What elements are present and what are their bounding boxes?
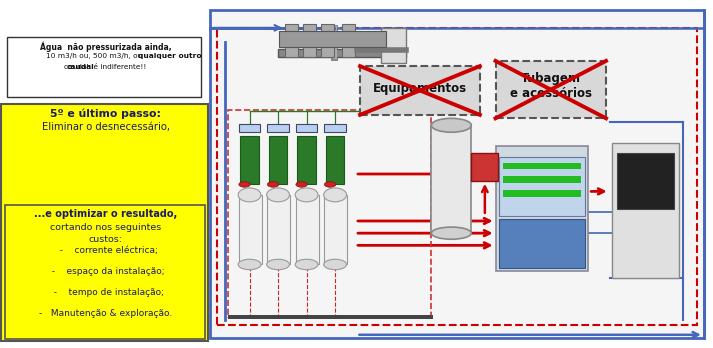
Bar: [499, 157, 585, 216]
Circle shape: [296, 182, 307, 187]
Text: Equipamentos: Equipamentos: [373, 82, 467, 95]
Bar: [279, 31, 386, 47]
Bar: [7, 37, 201, 97]
Bar: [296, 195, 319, 264]
Text: ...e optimizar o resultado,: ...e optimizar o resultado,: [34, 209, 177, 219]
Bar: [217, 28, 697, 325]
Text: -    tempo de instalação;: - tempo de instalação;: [48, 288, 163, 297]
Bar: [499, 219, 585, 268]
Text: Eliminar o desnecessário,: Eliminar o desnecessário,: [41, 122, 170, 133]
Bar: [1, 104, 208, 341]
Circle shape: [267, 182, 279, 187]
Bar: [228, 110, 431, 318]
Text: -    corrente eléctrica;: - corrente eléctrica;: [53, 246, 158, 255]
Bar: [612, 143, 679, 278]
Ellipse shape: [238, 259, 261, 270]
FancyBboxPatch shape: [321, 24, 334, 57]
Bar: [360, 66, 480, 115]
Text: cortando nos seguintes: cortando nos seguintes: [50, 223, 161, 232]
Text: qualquer outro: qualquer outro: [138, 53, 201, 59]
Ellipse shape: [238, 188, 261, 202]
Bar: [267, 195, 290, 264]
Ellipse shape: [295, 259, 318, 270]
Bar: [496, 146, 588, 271]
Bar: [239, 124, 260, 132]
Text: Tubagem
e acessórios: Tubagem e acessórios: [510, 72, 592, 100]
Ellipse shape: [324, 188, 347, 202]
Text: -    espaço da instalação;: - espaço da instalação;: [46, 267, 165, 276]
Bar: [324, 124, 346, 132]
Text: Água  não pressurizada ainda,: Água não pressurizada ainda,: [40, 41, 171, 52]
Text: custos:: custos:: [88, 235, 123, 244]
FancyBboxPatch shape: [303, 24, 316, 57]
Bar: [381, 28, 406, 63]
Bar: [471, 153, 498, 181]
Ellipse shape: [267, 259, 289, 270]
Ellipse shape: [431, 227, 471, 239]
Bar: [503, 190, 581, 197]
Text: caudal: é indiferente!!: caudal: é indiferente!!: [64, 64, 147, 70]
Text: 5º e último passo:: 5º e último passo:: [50, 109, 161, 119]
Bar: [503, 163, 581, 169]
Text: caudal: caudal: [66, 64, 94, 70]
Text: -   Manutenção & exploração.: - Manutenção & exploração.: [39, 309, 172, 318]
Bar: [210, 10, 704, 338]
Circle shape: [324, 182, 336, 187]
Bar: [269, 136, 287, 184]
Text: 10 m3/h ou, 500 m3/h, ou: 10 m3/h ou, 500 m3/h, ou: [46, 53, 145, 59]
Bar: [267, 124, 289, 132]
Bar: [496, 61, 606, 118]
FancyBboxPatch shape: [342, 24, 355, 57]
Circle shape: [239, 182, 250, 187]
Bar: [326, 136, 344, 184]
Ellipse shape: [324, 259, 347, 270]
Ellipse shape: [295, 188, 318, 202]
Ellipse shape: [431, 118, 471, 132]
Bar: [240, 136, 259, 184]
Bar: [297, 136, 316, 184]
Bar: [5, 205, 205, 339]
Ellipse shape: [267, 188, 289, 202]
Bar: [278, 49, 406, 57]
Bar: [503, 176, 581, 183]
Bar: [239, 195, 262, 264]
FancyBboxPatch shape: [285, 24, 298, 57]
Bar: [324, 195, 347, 264]
Bar: [296, 124, 317, 132]
Bar: [431, 125, 471, 233]
Bar: [228, 315, 433, 319]
Bar: [617, 153, 674, 209]
